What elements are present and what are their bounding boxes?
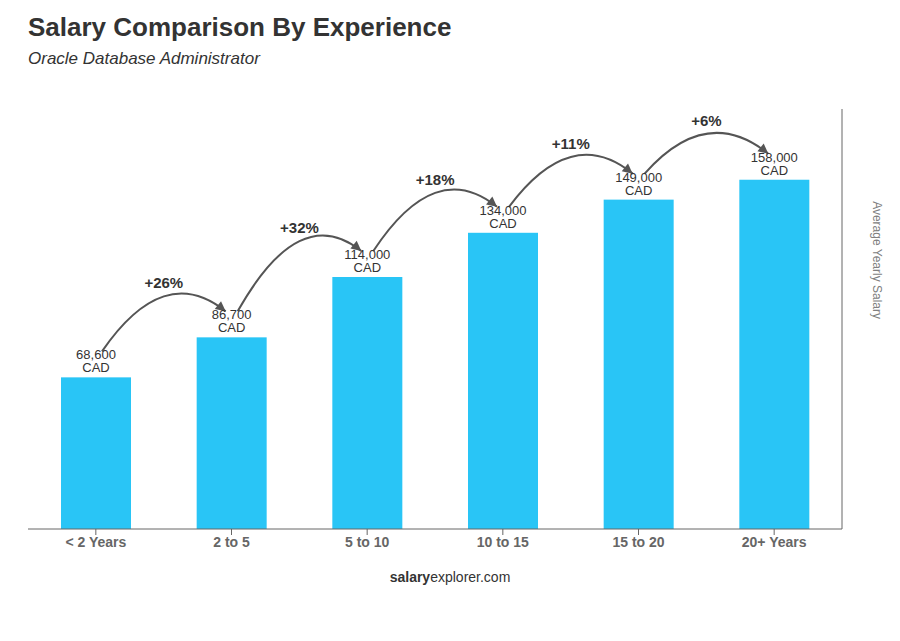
svg-text:10 to 15: 10 to 15: [477, 534, 529, 550]
svg-text:86,700CAD: 86,700CAD: [212, 307, 252, 335]
svg-text:114,000CAD: 114,000CAD: [344, 247, 390, 275]
html-text:Salary Comparison By Experienc: Salary Comparison By Experience: [28, 12, 452, 42]
svg-text:68,600CAD: 68,600CAD: [76, 347, 116, 375]
svg-text:Average Yearly Salary: Average Yearly Salary: [870, 201, 884, 319]
svg-text:158,000CAD: 158,000CAD: [751, 150, 798, 178]
svg-text:5 to 10: 5 to 10: [345, 534, 390, 550]
svg-text:+32%: +32%: [280, 219, 319, 236]
svg-text:+26%: +26%: [144, 274, 183, 291]
svg-text:15 to 20: 15 to 20: [612, 534, 664, 550]
svg-text:2 to 5: 2 to 5: [213, 534, 250, 550]
svg-text:20+ Years: 20+ Years: [742, 534, 807, 550]
svg-text:+6%: +6%: [691, 112, 721, 129]
svg-text:+18%: +18%: [416, 171, 455, 188]
svg-text:134,000CAD: 134,000CAD: [480, 203, 527, 231]
html-text:Oracle Database Administrator: Oracle Database Administrator: [28, 49, 260, 68]
svg-text:< 2 Years: < 2 Years: [65, 534, 126, 550]
html-text:salary explorer.com: salary explorer.com: [389, 569, 511, 585]
svg-text:149,000CAD: 149,000CAD: [615, 170, 662, 198]
svg-text:+11%: +11%: [552, 135, 590, 152]
